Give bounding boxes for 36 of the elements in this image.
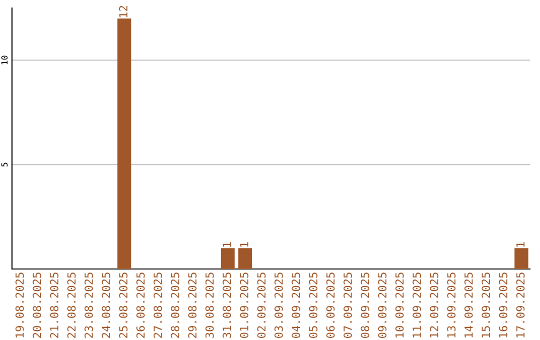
data-label: 1	[222, 242, 231, 247]
x-tick-label: 15.09.2025	[482, 272, 490, 338]
x-tick-label: 16.09.2025	[498, 272, 508, 338]
x-tick-label: 20.08.2025	[32, 272, 42, 338]
x-tick-label: 07.09.2025	[344, 272, 352, 338]
x-tick-label: 29.08.2025	[188, 272, 197, 338]
data-label: 12	[119, 6, 128, 18]
x-tick-label: 19.08.2025	[15, 272, 24, 338]
x-tick-label: 28.08.2025	[170, 272, 180, 338]
x-tick-label: 04.09.2025	[292, 272, 300, 338]
x-tick-label: 09.09.2025	[378, 272, 386, 338]
data-label: 1	[516, 242, 524, 247]
x-tick-label: 10.09.2025	[395, 272, 404, 338]
x-tick-label: 25.08.2025	[119, 272, 128, 338]
data-label: 1	[240, 242, 248, 247]
x-tick-label: 06.09.2025	[326, 272, 335, 338]
x-tick-label: 11.09.2025	[412, 272, 422, 338]
x-tick-label: 01.09.2025	[240, 272, 248, 338]
x-tick-label: 13.09.2025	[447, 272, 456, 338]
x-tick-label: 12.09.2025	[430, 272, 438, 338]
x-tick-label: 22.08.2025	[67, 272, 76, 338]
x-tick-label: 14.09.2025	[464, 272, 473, 338]
x-tick-label: 02.09.2025	[257, 272, 266, 338]
y-tick-label: 5	[1, 162, 8, 167]
x-tick-label: 31.08.2025	[222, 272, 232, 338]
x-tick-label: 21.08.2025	[50, 272, 58, 338]
x-tick-label: 03.09.2025	[274, 272, 283, 338]
x-tick-label: 05.09.2025	[309, 272, 318, 338]
x-tick-label: 26.08.2025	[136, 272, 145, 338]
x-tick-label: 24.08.2025	[102, 272, 110, 338]
x-tick-label: 17.09.2025	[516, 272, 525, 338]
y-tick-label: 10	[1, 56, 8, 64]
x-tick-label: 23.08.2025	[84, 272, 93, 338]
x-tick-label: 30.08.2025	[205, 272, 214, 338]
x-tick-label: 08.09.2025	[360, 272, 370, 338]
x-tick-label: 27.08.2025	[154, 272, 162, 338]
